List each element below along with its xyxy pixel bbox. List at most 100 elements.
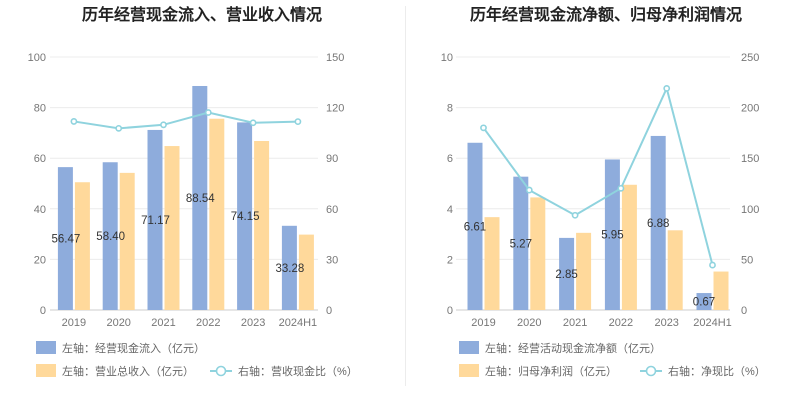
- bar-primary-2024H1: [696, 293, 712, 310]
- bar-value-label-2023: 74.15: [231, 211, 260, 223]
- bar-secondary-2022: [621, 184, 637, 310]
- ratio-point-2024H1: [294, 118, 302, 125]
- x-axis-tick: 2023: [241, 317, 265, 329]
- x-axis-tick: 2022: [196, 317, 220, 329]
- x-axis-tick: 2023: [654, 317, 678, 329]
- legend-swatch-primary: [459, 341, 479, 354]
- chart-title: 历年经营现金流净额、归母净利润情况: [470, 5, 742, 24]
- x-axis-tick: 2020: [106, 317, 130, 329]
- x-axis-tick: 2021: [563, 317, 587, 329]
- right-axis-tick: 100: [741, 204, 759, 216]
- bar-value-label-2024H1: 0.67: [693, 297, 715, 309]
- bar-primary-2019: [467, 142, 483, 310]
- bar-primary-2024H1: [281, 225, 297, 310]
- right-axis-tick: 30: [326, 254, 338, 266]
- x-axis-tick: 2024H1: [279, 317, 318, 329]
- chart-title: 历年经营现金流入、营业收入情况: [82, 5, 322, 24]
- bar-primary-2023: [650, 135, 666, 310]
- bar-value-label-2024H1: 33.28: [276, 263, 305, 275]
- ratio-point-2020: [115, 124, 123, 132]
- bar-secondary-2024H1: [713, 271, 729, 310]
- bar-secondary-2021: [576, 232, 592, 310]
- bar-value-label-2022: 88.54: [186, 193, 215, 205]
- bar-primary-2019: [57, 167, 73, 310]
- left-axis-tick: 80: [34, 103, 46, 115]
- ratio-point-2019: [70, 118, 78, 125]
- ratio-line: [482, 85, 714, 266]
- bar-secondary-2020: [119, 172, 135, 310]
- x-axis-tick: 2021: [151, 317, 175, 329]
- x-axis-tick: 2024H1: [693, 317, 732, 329]
- left-axis-tick: 100: [28, 52, 46, 64]
- right-axis-tick: 90: [326, 153, 338, 165]
- bar-value-label-2023: 6.88: [647, 218, 669, 230]
- legend-label-primary: 左轴：经营现金流入（亿元）: [62, 341, 205, 355]
- bar-value-label-2020: 5.27: [510, 238, 532, 250]
- legend-label-line: 右轴：营收现金比（%）: [238, 364, 358, 378]
- bar-secondary-2019: [484, 217, 500, 310]
- bar-primary-2022: [604, 159, 620, 310]
- ratio-point-2020: [525, 186, 533, 194]
- bar-secondary-2023: [254, 140, 270, 310]
- bar-secondary-2024H1: [298, 234, 314, 310]
- x-axis-tick: 2019: [471, 317, 495, 329]
- net-cash-flow-profit-chart: 历年经营现金流净额、归母净利润情况 6.61 5.27 2.85 5.95 6.88 0.…: [441, 5, 766, 378]
- ratio-point-2024H1: [709, 261, 716, 269]
- legend-label-secondary: 左轴：营业总收入（亿元）: [62, 364, 194, 378]
- left-axis-tick: 0: [447, 305, 453, 317]
- bar-primary-2021: [559, 237, 575, 310]
- bar-value-label-2021: 71.17: [141, 215, 170, 227]
- ratio-line: [73, 111, 298, 130]
- legend-label-primary: 左轴：经营活动现金流净额（亿元）: [485, 341, 661, 355]
- bar-primary-2020: [513, 176, 529, 310]
- bar-secondary-2020: [530, 197, 546, 310]
- left-axis-tick: 8: [447, 103, 453, 115]
- right-axis-tick: 120: [326, 103, 344, 115]
- legend-swatch-secondary: [36, 364, 56, 377]
- ratio-point-2023: [249, 119, 257, 127]
- bar-primary-2023: [237, 122, 253, 310]
- bar-value-label-2021: 2.85: [555, 269, 577, 281]
- right-axis-tick: 0: [326, 305, 332, 317]
- ratio-point-2022: [617, 184, 625, 192]
- cash-inflow-revenue-chart: 历年经营现金流入、营业收入情况 56.47 58.40 71.17 88.54 74.1…: [28, 5, 358, 378]
- left-axis-tick: 40: [34, 204, 46, 216]
- left-axis-tick: 6: [447, 153, 453, 165]
- right-axis-tick: 150: [741, 153, 759, 165]
- bar-primary-2021: [147, 129, 163, 310]
- left-axis-tick: 4: [447, 204, 453, 216]
- bar-value-label-2022: 5.95: [601, 230, 623, 242]
- bar-primary-2020: [102, 162, 118, 310]
- bar-secondary-2022: [209, 118, 225, 311]
- x-axis-tick: 2019: [62, 317, 86, 329]
- left-axis-tick: 20: [34, 254, 46, 266]
- legend-swatch-primary: [36, 341, 56, 354]
- legend-label-secondary: 左轴：归母净利润（亿元）: [485, 364, 617, 378]
- right-axis-tick: 60: [326, 204, 338, 216]
- right-axis-tick: 200: [741, 103, 759, 115]
- left-axis-tick: 2: [447, 254, 453, 266]
- bar-secondary-2023: [667, 230, 683, 310]
- ratio-point-2021: [571, 211, 579, 219]
- x-axis-tick: 2020: [517, 317, 541, 329]
- left-axis-tick: 0: [40, 305, 46, 317]
- bar-primary-2022: [192, 85, 208, 310]
- panel-divider: [405, 6, 406, 386]
- left-axis-tick: 60: [34, 153, 46, 165]
- legend-label-line: 右轴：净现比（%）: [668, 364, 766, 378]
- bar-value-label-2019: 56.47: [52, 234, 81, 246]
- right-axis-tick: 250: [741, 52, 759, 64]
- bar-secondary-2021: [164, 146, 180, 310]
- ratio-point-2021: [160, 121, 167, 129]
- ratio-point-2019: [480, 124, 487, 132]
- bar-value-label-2020: 58.40: [96, 231, 125, 243]
- ratio-point-2022: [204, 109, 212, 116]
- bar-value-label-2019: 6.61: [464, 221, 486, 233]
- left-axis-tick: 10: [441, 52, 453, 64]
- ratio-point-2023: [663, 84, 671, 92]
- x-axis-tick: 2022: [609, 317, 633, 329]
- bar-secondary-2019: [74, 182, 90, 310]
- legend-swatch-line-marker: [645, 365, 657, 377]
- legend-swatch-secondary: [459, 364, 479, 377]
